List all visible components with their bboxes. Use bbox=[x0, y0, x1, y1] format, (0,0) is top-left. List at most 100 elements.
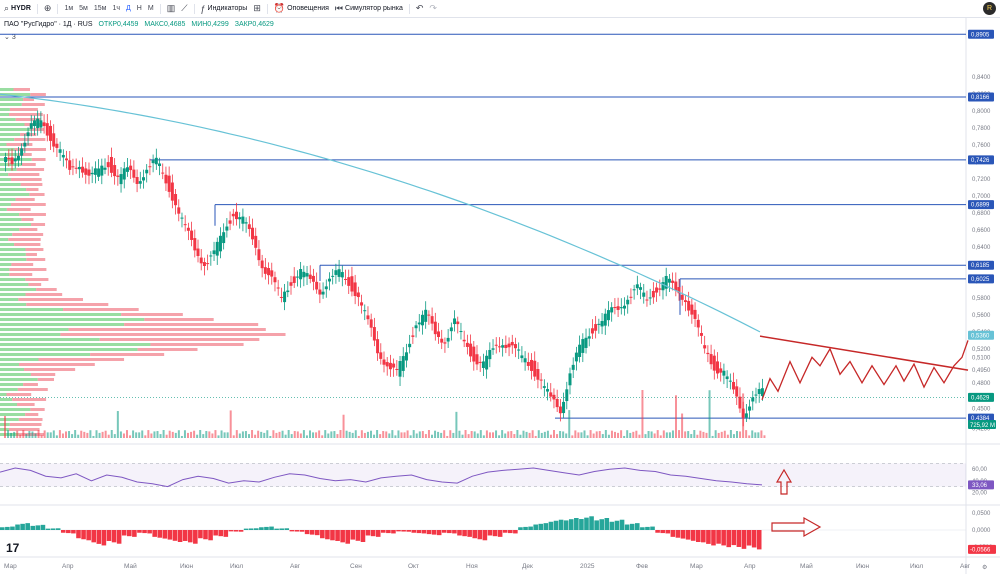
candle-body bbox=[183, 224, 187, 226]
volume-bar bbox=[446, 435, 449, 438]
volume-bar bbox=[46, 432, 49, 438]
candle-body bbox=[392, 363, 396, 368]
timeframe-5m[interactable]: 5м bbox=[79, 5, 88, 12]
line-type-icon[interactable]: ⟋ bbox=[181, 3, 188, 13]
profile-bar-up bbox=[0, 383, 24, 386]
volume-bar bbox=[25, 434, 28, 438]
volume-bar bbox=[476, 433, 479, 438]
alerts-button[interactable]: ⏰ Оповещения bbox=[274, 3, 329, 14]
profile-bar-up bbox=[0, 213, 20, 216]
volume-bar bbox=[299, 433, 302, 438]
indicator-count-toggle[interactable]: ⌄ 3 bbox=[4, 34, 16, 41]
legend-title[interactable]: ПАО "РусГидро" · 1Д · RUS bbox=[4, 21, 93, 28]
current-price-tag bbox=[968, 392, 994, 402]
timeframe-day[interactable]: Д bbox=[126, 5, 131, 12]
macd-value-label: -0,0566 bbox=[970, 547, 991, 553]
level-price-label: 0,4384 bbox=[971, 416, 990, 422]
candle-body bbox=[26, 132, 30, 137]
timeframe-month[interactable]: М bbox=[147, 5, 154, 12]
volume-bar bbox=[601, 434, 604, 438]
volume-bar bbox=[324, 430, 327, 438]
volume-bar bbox=[305, 435, 308, 438]
macd-bar bbox=[96, 530, 102, 544]
volume-bar bbox=[379, 434, 382, 438]
volume-bar bbox=[95, 430, 98, 438]
candle-body bbox=[74, 167, 78, 169]
volume-bar bbox=[662, 430, 665, 438]
symbol-search[interactable]: ⌕ HYDR bbox=[4, 3, 31, 14]
profile-bar-up bbox=[0, 193, 30, 196]
layout-grid-icon[interactable]: ⊞ bbox=[253, 3, 261, 13]
volume-bar bbox=[272, 430, 275, 438]
macd-bar bbox=[492, 530, 498, 537]
toolbar-divider bbox=[266, 3, 268, 14]
candle-body bbox=[469, 343, 473, 357]
macd-bar bbox=[233, 530, 239, 532]
macd-bar bbox=[76, 530, 81, 539]
candle-body bbox=[193, 238, 197, 251]
replay-button[interactable]: ⏮ Симулятор рынка bbox=[335, 3, 403, 14]
level-price-tag bbox=[968, 200, 994, 210]
profile-bar-up bbox=[0, 273, 10, 276]
volume-bar bbox=[248, 434, 250, 438]
undo-icon[interactable]: ↶ bbox=[415, 3, 424, 13]
volume-bar bbox=[302, 430, 305, 438]
volume-bar bbox=[705, 432, 708, 438]
volume-bar bbox=[211, 433, 214, 438]
candle-body bbox=[716, 361, 720, 374]
candle-body bbox=[751, 397, 755, 402]
volume-bar bbox=[278, 431, 281, 438]
chart-canvas[interactable]: 0,84000,82000,80000,78000,76000,74000,72… bbox=[0, 18, 1000, 574]
candle-body bbox=[651, 290, 655, 298]
volume-bar bbox=[540, 432, 543, 438]
profile-bar-up bbox=[0, 418, 19, 421]
candle-body bbox=[699, 333, 703, 336]
redo-icon[interactable]: ↷ bbox=[429, 3, 437, 13]
candle-body bbox=[206, 263, 210, 265]
macd-bar bbox=[81, 530, 86, 540]
candle-type-icon[interactable]: ▥ bbox=[166, 3, 176, 13]
volume-bar bbox=[223, 432, 226, 438]
volume-bar bbox=[354, 430, 357, 438]
price-tick: 0,7000 bbox=[972, 194, 991, 200]
settings-gear-icon[interactable]: ⚙ bbox=[982, 564, 987, 571]
volume-bar bbox=[543, 431, 546, 438]
macd-bar bbox=[635, 523, 640, 530]
volume-bar bbox=[431, 434, 433, 438]
add-compare-icon[interactable]: ⊕ bbox=[43, 3, 52, 13]
candle-body bbox=[433, 321, 437, 335]
profile-bar-down bbox=[31, 158, 46, 161]
macd-bar bbox=[238, 530, 244, 532]
profile-bar-up bbox=[0, 148, 15, 151]
macd-bar bbox=[15, 524, 20, 530]
volume-bar bbox=[40, 435, 43, 438]
profile-bar-down bbox=[99, 338, 260, 341]
macd-bar bbox=[182, 530, 188, 541]
profile-bar-up bbox=[0, 303, 27, 306]
candle-body bbox=[340, 272, 344, 278]
volume-bar bbox=[391, 430, 394, 438]
volume-bar bbox=[104, 430, 107, 438]
macd-bar bbox=[381, 530, 386, 533]
volume-bar bbox=[400, 432, 403, 438]
candle-body bbox=[363, 310, 367, 312]
macd-bar bbox=[675, 530, 681, 538]
search-icon: ⌕ bbox=[4, 3, 10, 13]
candle-body bbox=[632, 289, 636, 291]
price-tick: 0,4950 bbox=[972, 368, 991, 374]
timeframe-1m[interactable]: 1м bbox=[64, 5, 74, 12]
timeframe-15m[interactable]: 15м bbox=[93, 5, 107, 12]
indicators-button[interactable]: ƒ Индикаторы bbox=[201, 4, 248, 14]
candle-body bbox=[584, 337, 588, 348]
profile-bar-up bbox=[0, 368, 25, 371]
timeframe-1h[interactable]: 1ч bbox=[112, 5, 121, 12]
volume-bar bbox=[638, 434, 641, 438]
timeframe-week[interactable]: Н bbox=[136, 5, 142, 12]
profile-bar-down bbox=[30, 128, 44, 131]
volume-bar bbox=[464, 430, 467, 438]
volume-bar bbox=[461, 434, 464, 438]
candle-body bbox=[238, 217, 242, 220]
volume-bar bbox=[162, 430, 165, 438]
candle-body bbox=[180, 217, 184, 219]
avatar[interactable]: R bbox=[983, 2, 996, 15]
